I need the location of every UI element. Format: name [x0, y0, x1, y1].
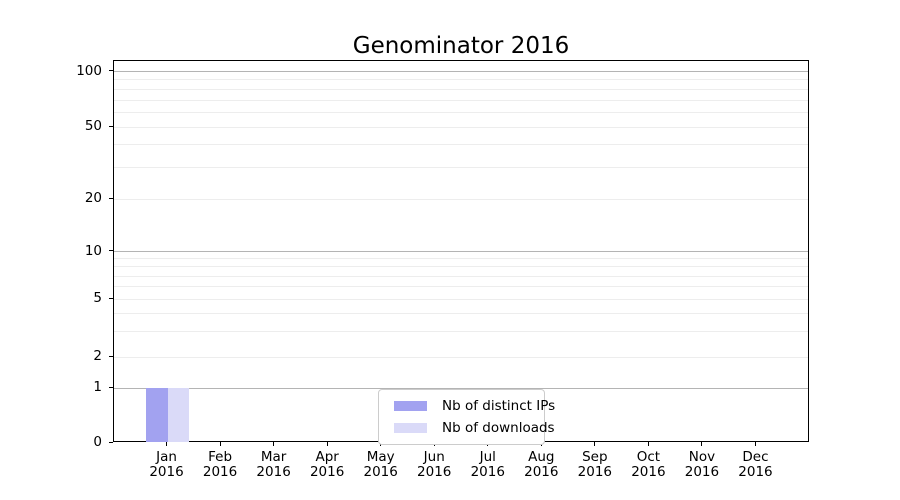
gridline-y-50: [114, 126, 808, 128]
gridline-y-20: [114, 198, 808, 200]
y-tick-mark-10: [109, 250, 113, 251]
legend: Nb of distinct IPs Nb of downloads: [378, 389, 555, 445]
gridline-y-80: [114, 88, 808, 90]
y-tick-label-0: 0: [93, 434, 102, 450]
gridline-y-30: [114, 166, 808, 168]
y-tick-label-5: 5: [93, 290, 102, 307]
chart-title: Genominator 2016: [352, 33, 570, 59]
gridline-y-4: [114, 312, 808, 314]
x-tick-label-dec: Dec 2016: [738, 449, 773, 480]
gridline-y-9: [114, 258, 808, 260]
gridline-y-70: [114, 99, 808, 101]
y-tick-mark-50: [109, 125, 113, 127]
x-tick-label-apr: Apr 2016: [309, 449, 345, 480]
y-tick-mark-20: [109, 197, 113, 199]
y-tick-label-10: 10: [84, 242, 102, 259]
y-tick-label-20: 20: [84, 190, 102, 207]
y-tick-mark-2: [109, 355, 113, 357]
x-tick-label-feb: Feb 2016: [202, 449, 238, 480]
x-tick-mark-nov: [701, 442, 703, 446]
gridline-y-90: [114, 79, 808, 81]
x-tick-mark-apr: [326, 442, 328, 446]
y-tick-label-2: 2: [93, 348, 102, 364]
y-tick-label-1: 1: [93, 379, 102, 396]
gridline-y-6: [114, 286, 808, 288]
legend-swatch-icon: [394, 401, 427, 411]
gridline-y-100: [114, 71, 808, 72]
y-tick-mark-0: [109, 441, 113, 443]
plot-area: Nb of distinct IPs Nb of downloads: [113, 60, 809, 445]
gridline-y-7: [114, 275, 808, 277]
x-tick-mark-jan: [166, 442, 168, 446]
x-tick-label-oct: Oct 2016: [631, 449, 666, 480]
legend-row-downloads: Nb of downloads: [394, 417, 555, 439]
x-tick-mark-sep: [594, 442, 596, 446]
gridline-y-60: [114, 111, 808, 113]
gridline-y-8: [114, 266, 808, 268]
gridline-y-2: [114, 356, 808, 358]
y-tick-mark-100: [109, 70, 113, 71]
x-tick-label-sep: Sep 2016: [577, 449, 613, 480]
y-tick-mark-5: [109, 297, 113, 299]
legend-label: Nb of distinct IPs: [442, 398, 556, 414]
gridline-y-40: [114, 144, 808, 146]
x-tick-mark-dec: [754, 442, 756, 446]
bar-jan-distinct-ips: [146, 388, 168, 442]
x-tick-label-nov: Nov 2016: [684, 449, 720, 480]
gridline-y-1: [114, 387, 808, 389]
x-tick-label-jun: Jun 2016: [417, 449, 452, 480]
bar-jan-downloads: [167, 388, 190, 442]
x-tick-label-jul: Jul 2016: [470, 449, 505, 480]
x-tick-mark-mar: [273, 442, 275, 446]
legend-swatch-icon: [394, 423, 427, 433]
x-tick-label-may: May 2016: [363, 449, 398, 480]
x-tick-mark-oct: [647, 442, 649, 446]
legend-label: Nb of downloads: [442, 420, 555, 436]
x-tick-label-jan: Jan 2016: [149, 449, 184, 480]
legend-row-distinct-ips: Nb of distinct IPs: [394, 395, 555, 417]
y-tick-label-50: 50: [84, 118, 102, 134]
x-tick-mark-feb: [219, 442, 221, 446]
gridline-y-5: [114, 298, 808, 300]
y-tick-label-100: 100: [76, 62, 102, 79]
y-tick-mark-1: [109, 386, 113, 388]
gridline-y-3: [114, 330, 808, 332]
x-tick-label-aug: Aug 2016: [524, 449, 559, 480]
gridline-y-10: [114, 251, 808, 252]
x-tick-label-mar: Mar 2016: [256, 449, 291, 480]
